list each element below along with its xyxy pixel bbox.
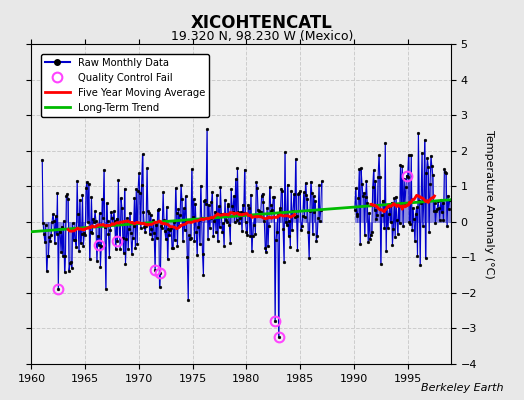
Text: XICOHTENCATL: XICOHTENCATL: [191, 14, 333, 32]
Legend: Raw Monthly Data, Quality Control Fail, Five Year Moving Average, Long-Term Tren: Raw Monthly Data, Quality Control Fail, …: [41, 54, 209, 117]
Text: 19.320 N, 98.230 W (Mexico): 19.320 N, 98.230 W (Mexico): [171, 30, 353, 43]
Text: Berkeley Earth: Berkeley Earth: [421, 383, 503, 393]
Y-axis label: Temperature Anomaly (°C): Temperature Anomaly (°C): [484, 130, 494, 278]
